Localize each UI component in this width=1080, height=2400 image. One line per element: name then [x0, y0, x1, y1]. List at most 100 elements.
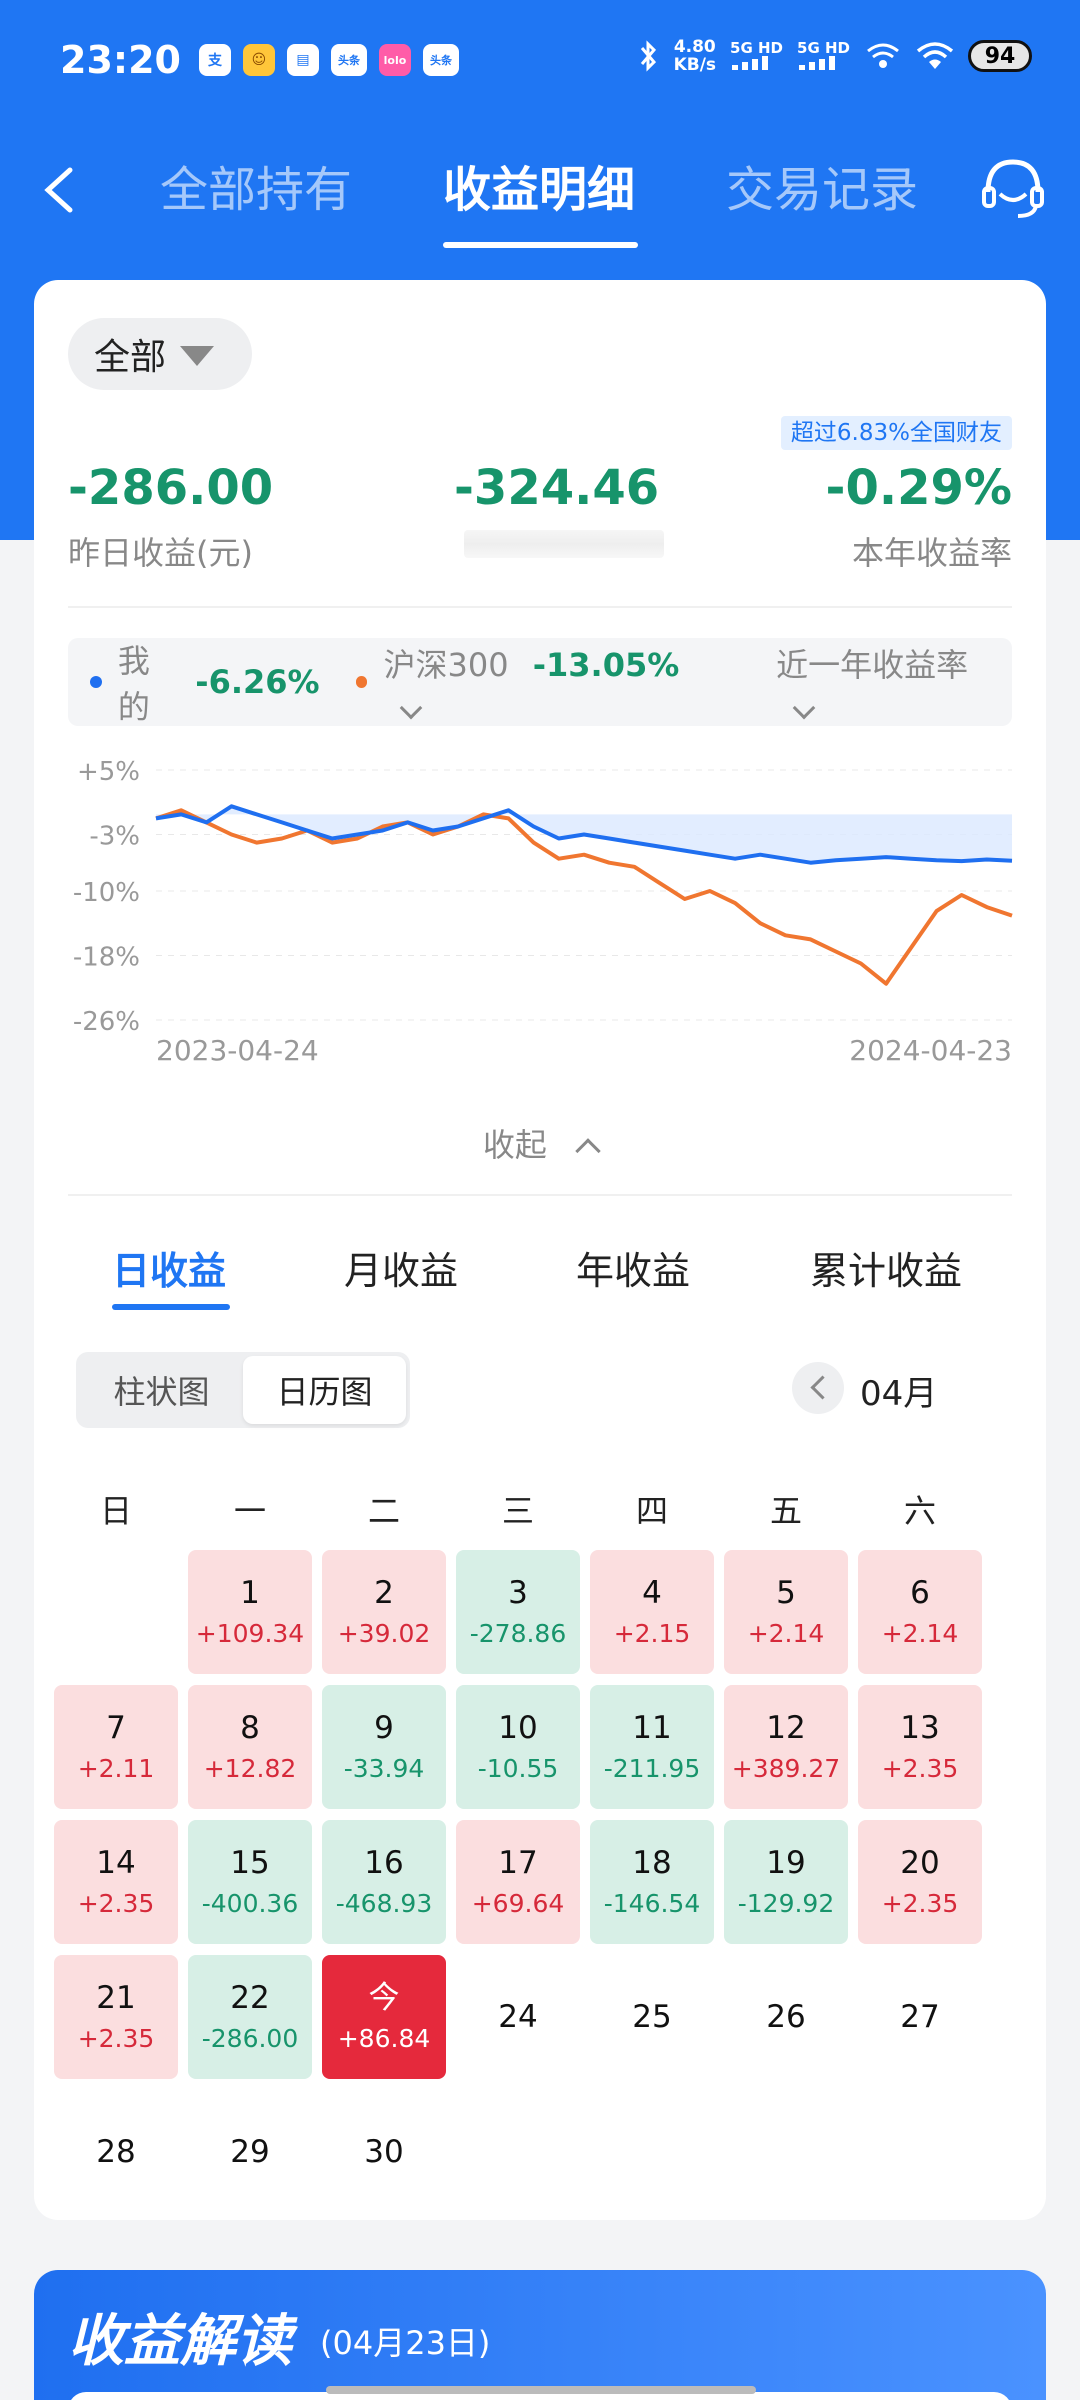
y-tick-label: -26% [73, 1007, 140, 1037]
analysis-title: 收益解读 [68, 2309, 292, 2374]
calendar-day[interactable]: 今 +86.84 [322, 1955, 446, 2079]
middle-stat: -324.46 [454, 460, 664, 558]
back-arrow-icon[interactable] [38, 150, 82, 230]
year-rate-label: 本年收益率 [851, 534, 1012, 572]
bar-view-option[interactable]: 柱状图 [113, 1373, 210, 1411]
chevron-down-icon [400, 696, 423, 720]
calendar-day-income: -211.95 [603, 1754, 701, 1783]
calendar-day-number: 21 [96, 1980, 136, 2016]
status-app-icons: 支 ☺ ▤ 头条 lolo 头条 [198, 44, 459, 76]
collapse-label: 收起 [482, 1126, 547, 1164]
y-axis-ticks: +5% -3% -10% -18% -26% [73, 757, 140, 1037]
calendar-day: 30 [322, 2090, 446, 2214]
calendar-day-income: +2.11 [77, 1754, 155, 1783]
ranking-badge: 超过6.83%全国财友 [780, 416, 1012, 450]
index-selector[interactable]: 沪深300 -13.05% [383, 640, 722, 724]
yield-line-chart: +5% -3% -10% -18% -26% 2023-04-24 2024-04-23 [73, 757, 1013, 1067]
period-tab-underline [112, 1304, 230, 1310]
calendar-day-income: -278.86 [469, 1619, 567, 1648]
home-indicator[interactable] [326, 2386, 756, 2394]
net-speed: 4.80 KB/s [674, 38, 716, 74]
calendar-day[interactable]: 20 +2.35 [858, 1820, 982, 1944]
status-bar: 23:20 支 ☺ ▤ 头条 lolo 头条 4.80 KB/s 5G HD 5… [0, 0, 1080, 120]
calendar-day-number: 今 [368, 1980, 400, 2016]
calendar-day[interactable]: 18 -146.54 [590, 1820, 714, 1944]
weekday-label: 日 [99, 1492, 132, 1530]
y-tick-label: -3% [89, 822, 140, 852]
app-notification-icon: ☺ [242, 44, 275, 76]
calendar-view-option[interactable]: 日历图 [243, 1356, 406, 1424]
calendar-day: 24 [456, 1955, 580, 2079]
calendar-day-income: -129.92 [737, 1889, 835, 1918]
calendar-day[interactable]: 13 +2.35 [858, 1685, 982, 1809]
previous-month-button[interactable] [792, 1362, 844, 1414]
tab-monthly-income[interactable]: 月收益 [344, 1249, 459, 1293]
net-speed-value: 4.80 [673, 37, 716, 57]
calendar-day-income: +2.35 [77, 2024, 155, 2053]
calendar-day[interactable]: 11 -211.95 [590, 1685, 714, 1809]
calendar-day-number: 15 [230, 1845, 270, 1881]
calendar-day[interactable]: 4 +2.15 [590, 1550, 714, 1674]
collapse-chart-button[interactable]: 收起 [34, 1120, 1046, 1166]
calendar-day[interactable]: 10 -10.55 [456, 1685, 580, 1809]
card-notification-icon: ▤ [286, 44, 319, 76]
calendar-day[interactable]: 2 +39.02 [322, 1550, 446, 1674]
calendar-day-number: 8 [240, 1710, 260, 1746]
calendar-day-number: 6 [910, 1575, 930, 1611]
customer-service-icon[interactable] [978, 150, 1048, 230]
calendar-day-number: 20 [900, 1845, 940, 1881]
tab-yearly-income[interactable]: 年收益 [576, 1249, 691, 1293]
month-label: 04月 [860, 1374, 938, 1414]
index-legend-label: 沪深300 [383, 646, 509, 684]
calendar-day[interactable]: 22 -286.00 [188, 1955, 312, 2079]
calendar-day[interactable]: 17 +69.64 [456, 1820, 580, 1944]
calendar-day-number: 12 [766, 1710, 806, 1746]
calendar-day-number: 1 [240, 1575, 260, 1611]
filter-label: 全部 [94, 337, 167, 378]
calendar-day-income: +39.02 [337, 1619, 431, 1648]
hotspot-icon [867, 43, 899, 68]
calendar-day[interactable]: 7 +2.11 [54, 1685, 178, 1809]
tab-cumulative-income[interactable]: 累计收益 [810, 1249, 963, 1293]
blurred-label [464, 530, 664, 558]
calendar-day-number: 29 [230, 2134, 270, 2170]
tab-daily-income[interactable]: 日收益 [112, 1249, 227, 1293]
range-selector[interactable]: 近一年收益率 [776, 640, 1012, 724]
calendar-day: 25 [590, 1955, 714, 2079]
tab-income-detail[interactable]: 收益明细 [443, 162, 636, 218]
calendar-day-number: 25 [632, 1999, 672, 2035]
holdings-filter-dropdown[interactable]: 全部 [68, 318, 252, 390]
range-label: 近一年收益率 [776, 646, 969, 684]
x-axis-start-label: 2023-04-24 [156, 1034, 319, 1067]
mine-legend-dot [90, 676, 102, 688]
calendar-day[interactable]: 15 -400.36 [188, 1820, 312, 1944]
calendar-day[interactable]: 8 +12.82 [188, 1685, 312, 1809]
income-analysis-panel: 收益解读 (04月23日) [34, 2270, 1046, 2400]
weekday-label: 二 [367, 1492, 400, 1530]
mine-legend-label: 我的 [117, 642, 150, 726]
calendar-day[interactable]: 3 -278.86 [456, 1550, 580, 1674]
analysis-date: (04月23日) [320, 2324, 491, 2362]
calendar-day[interactable]: 1 +109.34 [188, 1550, 312, 1674]
calendar-day[interactable]: 6 +2.14 [858, 1550, 982, 1674]
year-rate: -0.29% 本年收益率 [826, 460, 1012, 574]
calendar-day[interactable]: 12 +389.27 [724, 1685, 848, 1809]
calendar-day-income: -146.54 [603, 1889, 701, 1918]
calendar-day[interactable]: 5 +2.14 [724, 1550, 848, 1674]
calendar-day-number: 9 [374, 1710, 394, 1746]
tab-transactions[interactable]: 交易记录 [726, 162, 919, 218]
calendar-day[interactable]: 14 +2.35 [54, 1820, 178, 1944]
calendar-day[interactable]: 9 -33.94 [322, 1685, 446, 1809]
calendar-day-number: 22 [230, 1980, 270, 2016]
weekday-label: 五 [769, 1492, 802, 1530]
alipay-notification-icon: 支 [198, 44, 231, 76]
calendar-day[interactable]: 21 +2.35 [54, 1955, 178, 2079]
calendar-day[interactable]: 19 -129.92 [724, 1820, 848, 1944]
calendar-day[interactable]: 16 -468.93 [322, 1820, 446, 1944]
battery-indicator: 94 [968, 40, 1032, 72]
tab-all-holdings[interactable]: 全部持有 [160, 162, 353, 218]
y-tick-label: -10% [73, 878, 140, 908]
calendar-day-number: 4 [642, 1575, 662, 1611]
chevron-down-icon-2 [792, 696, 816, 720]
calendar-day-number: 7 [106, 1710, 126, 1746]
